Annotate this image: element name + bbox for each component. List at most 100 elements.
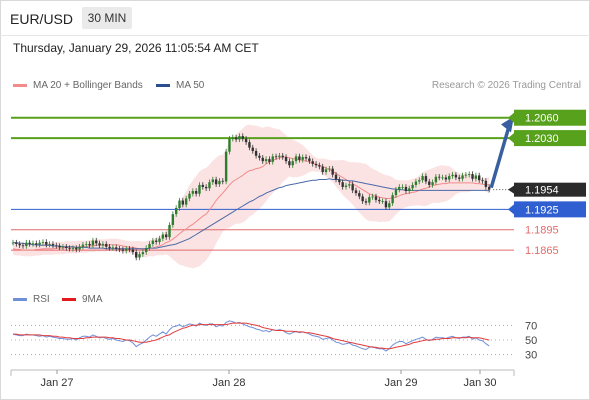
legend-bollinger-label: MA 20 + Bollinger Bands <box>33 80 143 91</box>
level-badge-pointer <box>508 112 514 123</box>
candle-body <box>441 177 444 179</box>
candle-body <box>135 252 138 258</box>
candle-body <box>334 174 338 180</box>
candle-body <box>71 248 75 249</box>
candle-body <box>75 248 78 250</box>
candle-body <box>238 136 241 140</box>
candle-body <box>487 186 491 190</box>
current-price-pointer <box>508 185 514 194</box>
candle-body <box>115 247 118 249</box>
header: EUR/USD 30 MIN <box>0 0 590 36</box>
level-label: 1.1865 <box>525 245 559 257</box>
bollinger-swatch <box>13 83 27 87</box>
candle-body <box>458 177 461 179</box>
candle-body <box>55 245 58 247</box>
legend-rsi: RSI <box>13 294 50 305</box>
candle-body <box>254 150 258 156</box>
rsi-tick-label: 70 <box>525 320 537 332</box>
candle-body <box>411 184 414 189</box>
legend-ma9: 9MA <box>62 294 103 305</box>
candle-body <box>111 247 115 249</box>
level-label: 1.2030 <box>525 133 559 145</box>
candle-body <box>461 175 464 179</box>
candle-body <box>468 174 471 175</box>
candle-body <box>331 168 334 175</box>
candle-body <box>371 196 374 198</box>
candle-body <box>248 142 251 148</box>
time-tick-label: Jan 27 <box>40 377 73 389</box>
candle-body <box>188 193 191 199</box>
candle-body <box>208 182 211 189</box>
candle-body <box>301 157 304 160</box>
candle-body <box>378 199 381 202</box>
candle-body <box>91 240 95 246</box>
legend-ma9-label: 9MA <box>82 294 103 305</box>
candle-body <box>108 246 111 249</box>
level-label: 1.1925 <box>525 204 559 216</box>
level-label: 1.2060 <box>525 113 559 125</box>
candle-body <box>481 180 484 181</box>
candle-body <box>284 157 288 162</box>
candle-body <box>341 182 344 187</box>
candle-body <box>18 243 21 246</box>
candle-body <box>101 243 105 246</box>
candle-body <box>148 243 151 249</box>
candle-body <box>171 214 175 225</box>
candle-body <box>154 240 158 242</box>
candle-body <box>398 186 401 190</box>
rsi-ma-line <box>13 322 490 350</box>
candle-body <box>471 174 474 179</box>
candle-body <box>368 197 371 203</box>
candle-body <box>288 161 291 166</box>
candle-body <box>271 156 274 162</box>
rsi-line <box>12 320 490 352</box>
level-badge <box>514 201 586 218</box>
candle-body <box>164 234 168 238</box>
candle-body <box>264 159 268 162</box>
candle-body <box>414 181 418 185</box>
legend-ma50: MA 50 <box>156 80 204 91</box>
candle-body <box>131 249 135 253</box>
ma20-line <box>12 156 490 251</box>
candle-body <box>274 156 278 158</box>
candle-body <box>348 184 351 186</box>
bollinger-band <box>13 124 490 269</box>
ma50-swatch <box>156 83 170 87</box>
candle-body <box>384 201 388 208</box>
candle-body <box>15 242 18 244</box>
timestamp: Thursday, January 29, 2026 11:05:54 AM C… <box>13 41 259 55</box>
candle-body <box>408 188 411 192</box>
candle-body <box>321 166 324 173</box>
candle-body <box>401 186 404 188</box>
candle-body <box>31 243 35 245</box>
candle-body <box>35 243 38 245</box>
candle-body <box>118 248 121 250</box>
candle-body <box>21 245 25 247</box>
candle-body <box>268 159 271 162</box>
candle-body <box>314 163 318 166</box>
ma9-swatch <box>62 297 76 301</box>
candle-body <box>434 176 438 183</box>
candle-body <box>364 201 368 203</box>
candle-body <box>478 175 481 181</box>
candle-body <box>95 240 98 244</box>
candle-body <box>45 241 48 245</box>
candle-body <box>484 180 488 187</box>
candle-body <box>318 165 321 167</box>
timeframe-badge[interactable]: 30 MIN <box>82 7 132 29</box>
rsi-tick-label: 50 <box>525 335 537 347</box>
candle-body <box>48 243 51 245</box>
current-price-badge <box>514 182 586 197</box>
candle-body <box>261 157 264 162</box>
candle-body <box>354 190 358 194</box>
candle-body <box>351 184 354 191</box>
candle-body <box>304 157 308 159</box>
candle-body <box>184 198 188 205</box>
candle-body <box>298 156 301 160</box>
candle-body <box>141 252 145 255</box>
level-badge-pointer <box>508 204 514 215</box>
candle-body <box>211 179 214 183</box>
candle-body <box>145 248 148 253</box>
candle-body <box>448 176 451 180</box>
level-badge-pointer <box>508 133 514 144</box>
